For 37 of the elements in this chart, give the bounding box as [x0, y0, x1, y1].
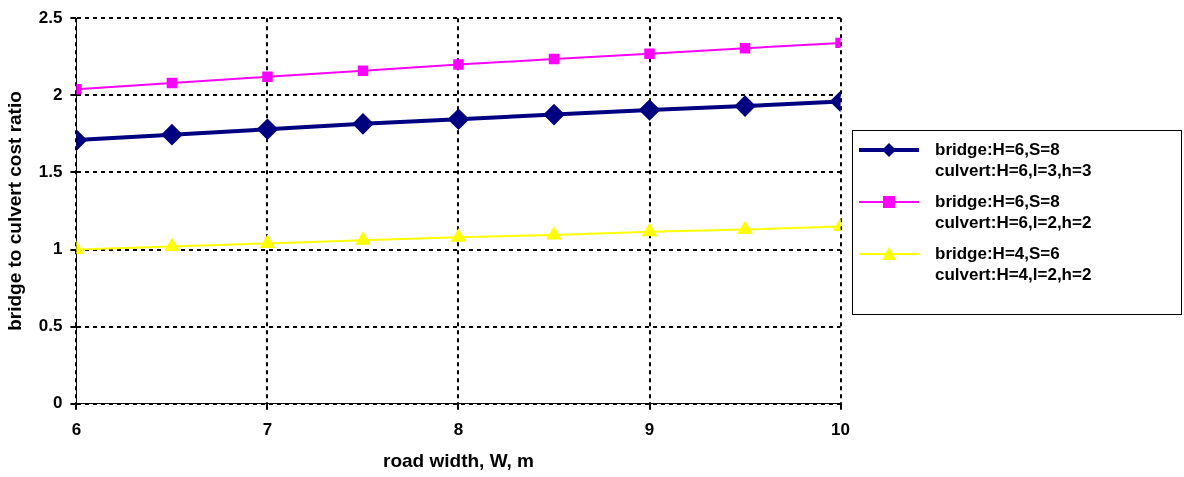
y-axis-title: bridge to culvert cost ratio [3, 91, 25, 331]
point [262, 71, 273, 83]
point [166, 77, 178, 89]
legend-label: bridge:H=6,S=8 culvert:H=6,l=3,h=3 [935, 139, 1093, 181]
legend-label: bridge:H=6,S=8 culvert:H=6,l=2,h=2 [935, 191, 1093, 233]
point [453, 59, 464, 70]
x-tick-label: 10 [831, 419, 851, 439]
y-tick-label: 1.5 [38, 162, 63, 182]
point [260, 235, 275, 248]
point [355, 232, 371, 245]
point [737, 221, 753, 235]
x-tick-label: 6 [71, 419, 82, 439]
point [161, 124, 182, 145]
y-tick-label: 2.5 [38, 7, 63, 27]
y-tick-label: 2 [52, 85, 63, 105]
point [544, 104, 564, 125]
point [164, 238, 180, 251]
point [639, 99, 660, 120]
y-tick-label: 0.5 [38, 316, 63, 336]
point [357, 65, 369, 76]
x-tick-label: 9 [644, 419, 655, 439]
x-tick-label: 8 [453, 419, 464, 439]
point [739, 43, 751, 54]
y-tick-label: 0 [52, 393, 63, 413]
point [257, 119, 278, 140]
point [451, 229, 466, 242]
x-tick-label: 7 [262, 419, 273, 439]
point [448, 109, 469, 130]
point [644, 48, 655, 59]
point [735, 96, 756, 117]
point [642, 223, 657, 237]
point [548, 53, 560, 65]
x-axis-title: road width, W, m [383, 449, 534, 471]
point [546, 226, 562, 240]
legend-label: bridge:H=4,S=6 culvert:H=4,l=2,h=2 [935, 243, 1093, 285]
y-tick-label: 1 [52, 239, 63, 259]
point [352, 113, 373, 134]
